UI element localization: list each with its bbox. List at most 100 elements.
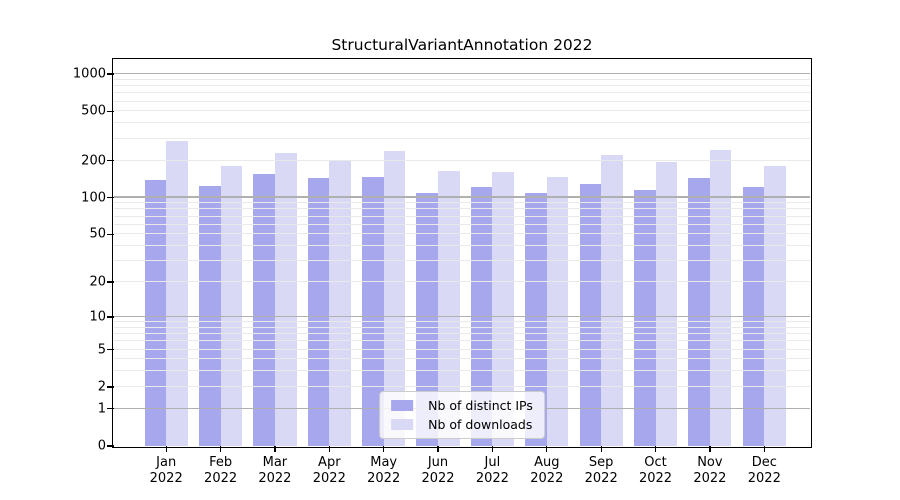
gridline-minor-90 [114,202,810,204]
y-tick-mark-5 [107,348,114,351]
x-tick-label-may: May 2022 [367,455,401,486]
bar-nov-downloads [709,150,732,446]
gridline-minor-900 [114,78,810,80]
x-tick-label-sep: Sep 2022 [584,455,618,486]
gridline-minor-50 [114,233,810,235]
x-tick-mark-dec [763,446,765,452]
y-tick-label-1: 1 [97,401,106,417]
y-tick-label-500: 500 [81,103,106,119]
y-tick-mark-1 [107,408,114,410]
y-axis: 0 1 2 5 10 20 50 100 200 500 1000 [0,60,114,454]
gridline-minor-60 [114,223,810,225]
legend-item-downloads: Nb of downloads [391,417,533,432]
y-tick-mark-100 [107,196,114,199]
gridline-minor-8 [114,326,810,328]
gridline-minor-80 [114,208,810,210]
gridline-minor-600 [114,100,810,102]
gridline-minor-2 [114,385,810,387]
y-tick-mark-10 [107,316,114,318]
x-tick-label-nov: Nov 2022 [693,455,727,486]
x-tick-label-jan: Jan 2022 [149,455,183,486]
legend-label-downloads: Nb of downloads [428,417,533,432]
x-tick-mark-apr [328,446,330,452]
y-tick-mark-200 [107,159,114,162]
gridline-minor-7 [114,333,810,335]
y-tick-mark-50 [107,233,114,235]
x-tick-mark-jun [437,446,439,452]
legend-swatch-distinct-ips [391,400,414,411]
bar-oct-downloads [655,161,678,446]
y-tick-label-1000: 1000 [72,66,106,82]
y-tick-label-100: 100 [81,190,106,206]
gridline-minor-400 [114,122,810,124]
x-tick-mark-nov [709,446,711,452]
gridline-minor-300 [114,137,810,139]
x-tick-label-dec: Dec 2022 [747,455,781,486]
bar-apr-downloads [329,161,351,446]
bar-jan-ips [144,179,167,446]
x-tick-label-jul: Jul 2022 [475,455,509,486]
gridline-minor-40 [114,245,810,247]
legend-swatch-downloads [391,419,414,430]
bar-aug-downloads [546,176,569,446]
x-tick-label-mar: Mar 2022 [258,455,292,486]
bar-mar-ips [253,174,275,446]
legend-item-distinct-ips: Nb of distinct IPs [391,398,533,413]
x-tick-label-aug: Aug 2022 [530,455,564,486]
bar-dec-downloads [764,165,786,446]
gridline-minor-9 [114,321,810,322]
y-tick-label-2: 2 [97,379,106,395]
x-tick-mark-feb [219,446,222,452]
gridline-major-10 [114,315,810,317]
x-axis: Jan 2022 Feb 2022 Mar 2022 Apr 2022 May 2022… [114,446,810,498]
x-tick-mark-jan [165,446,167,452]
x-tick-mark-aug [546,446,548,452]
x-tick-label-feb: Feb 2022 [204,455,238,486]
gridline-minor-70 [114,215,810,217]
x-tick-mark-oct [654,446,657,452]
x-tick-label-apr: Apr 2022 [312,455,346,486]
x-tick-label-jun: Jun 2022 [421,455,455,486]
gridline-minor-4 [114,358,810,360]
y-tick-mark-0 [107,445,114,447]
x-tick-mark-sep [600,446,602,452]
bar-aug-ips [525,192,547,446]
bar-mar-downloads [274,153,297,446]
gridline-major-1000 [114,72,810,75]
gridline-minor-20 [114,281,810,283]
gridline-minor-5 [114,348,810,350]
bar-oct-ips [633,189,656,446]
legend: Nb of distinct IPs Nb of downloads [379,391,545,439]
y-tick-mark-20 [107,281,114,283]
bar-jun-ips [416,192,439,446]
plot-area: Nb of distinct IPs Nb of downloads [112,58,812,448]
chart-title: StructuralVariantAnnotation 2022 [331,36,593,54]
bar-sep-downloads [601,155,623,446]
gridline-minor-30 [114,260,810,262]
gridline-minor-6 [114,340,810,342]
bar-feb-downloads [220,166,243,446]
bar-apr-ips [307,177,330,446]
x-tick-label-oct: Oct 2022 [638,455,673,486]
x-tick-mark-jul [491,446,494,452]
y-tick-label-20: 20 [89,274,106,290]
bar-may-downloads [383,151,406,446]
gridline-minor-3 [114,370,810,372]
bar-jan-downloads [166,140,188,446]
gridline-minor-700 [114,92,810,94]
gridline-minor-200 [114,159,810,161]
bar-may-ips [362,176,384,446]
y-tick-label-0: 0 [97,438,106,454]
bar-nov-ips [688,178,710,446]
bar-jun-downloads [438,171,460,446]
y-tick-mark-500 [107,110,114,112]
bar-sep-ips [579,183,602,446]
gridline-major-100 [114,196,810,198]
gridline-minor-800 [114,85,810,87]
x-tick-mark-may [383,446,385,452]
x-tick-mark-mar [274,446,276,452]
y-tick-label-10: 10 [89,309,106,325]
bar-jul-downloads [492,171,514,446]
y-tick-mark-1000 [107,73,114,75]
